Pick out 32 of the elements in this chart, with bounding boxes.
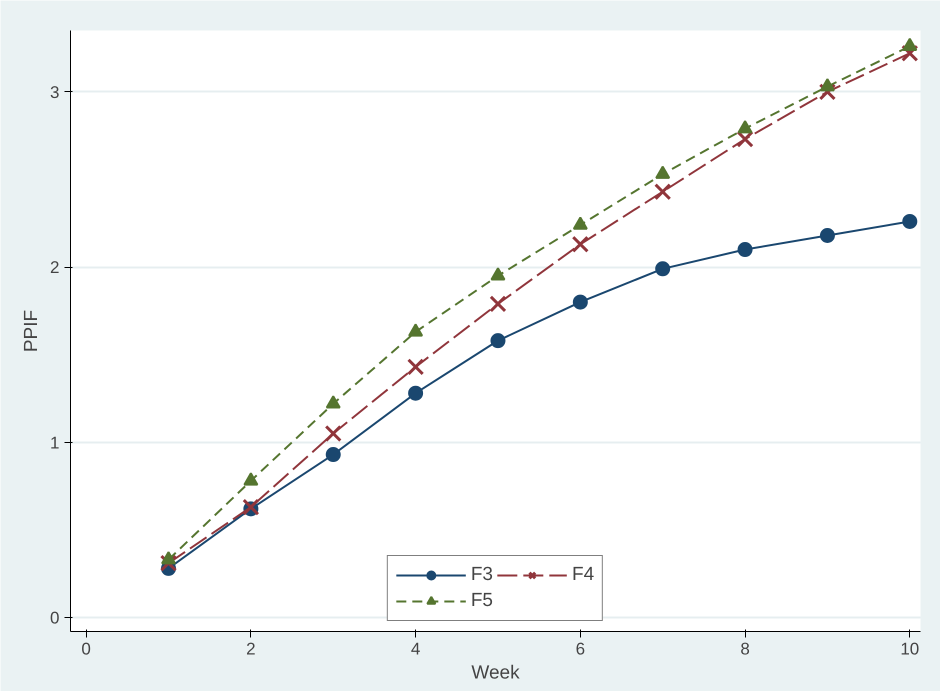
point bbox=[736, 130, 754, 148]
y-tick-label: 1 bbox=[50, 433, 60, 452]
y-axis-title: PPIF bbox=[21, 310, 42, 352]
point bbox=[489, 295, 507, 312]
point bbox=[572, 294, 588, 310]
point bbox=[902, 214, 918, 229]
point bbox=[818, 83, 836, 100]
legend-label: F5 bbox=[470, 590, 493, 612]
x-tick-label: 4 bbox=[410, 640, 420, 658]
x-tick-label: 2 bbox=[246, 640, 256, 658]
point bbox=[654, 183, 672, 200]
point bbox=[408, 386, 424, 401]
point bbox=[655, 261, 670, 276]
legend-label: F3 bbox=[470, 564, 493, 586]
point bbox=[324, 424, 342, 442]
legend-label: F4 bbox=[572, 564, 594, 586]
point bbox=[901, 44, 918, 62]
x-tick-label: 6 bbox=[576, 640, 586, 658]
x-tick-label: 8 bbox=[740, 640, 750, 658]
point bbox=[160, 554, 178, 572]
point bbox=[572, 236, 589, 253]
point bbox=[326, 447, 341, 462]
x-tick-label: 10 bbox=[900, 640, 920, 658]
point bbox=[490, 333, 506, 348]
y-tick-label: 3 bbox=[50, 82, 60, 102]
x-tick-label: 0 bbox=[81, 640, 91, 658]
y-tick-label: 0 bbox=[50, 608, 60, 628]
point bbox=[820, 228, 835, 243]
point bbox=[407, 358, 424, 376]
y-tick-label: 2 bbox=[50, 258, 60, 278]
x-axis-title: Week bbox=[471, 662, 520, 684]
point bbox=[738, 242, 753, 258]
